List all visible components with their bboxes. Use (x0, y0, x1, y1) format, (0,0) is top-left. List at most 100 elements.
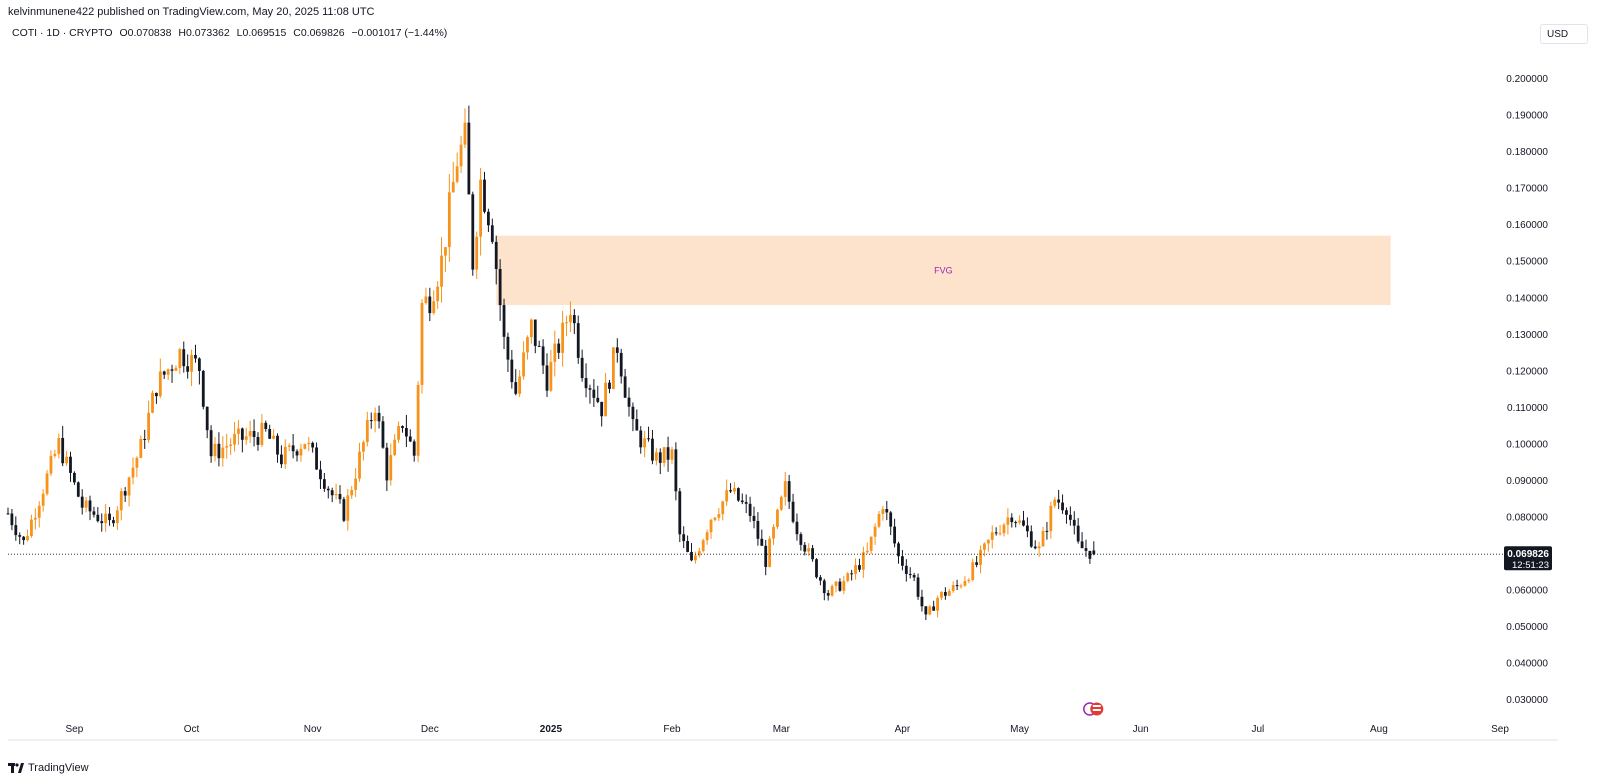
candle-down (381, 421, 385, 448)
candle-up (869, 536, 873, 551)
candle-down (803, 544, 807, 552)
candle-up (213, 443, 217, 457)
candle-up (772, 526, 775, 539)
candle-down (912, 575, 916, 578)
candle-down (651, 438, 654, 461)
fvg-label: FVG (934, 265, 953, 275)
symbol-name[interactable]: COTI · 1D · CRYPTO (12, 27, 113, 39)
candle-up (1049, 505, 1053, 532)
candle-down (838, 581, 842, 591)
candle-down (401, 426, 404, 428)
candle-up (233, 433, 236, 445)
candle-up (287, 445, 291, 447)
open-value: O0.070838 (119, 27, 172, 39)
candle-down (217, 443, 221, 459)
candle-down (592, 389, 596, 398)
candle-down (822, 580, 826, 594)
candle-up (244, 436, 248, 440)
candle-down (678, 491, 682, 535)
candle-up (174, 367, 178, 371)
candle-down (112, 520, 115, 524)
candle-down (205, 406, 209, 431)
candle-up (721, 501, 725, 515)
candle-down (943, 591, 947, 596)
candle-up (694, 555, 697, 561)
candle-down (904, 565, 908, 574)
candle-down (729, 490, 732, 492)
y-tick-label: 0.200000 (1506, 74, 1548, 85)
candle-up (45, 473, 49, 494)
candle-down (342, 499, 346, 521)
candle-up (53, 453, 57, 456)
candle-up (783, 481, 787, 497)
candle-up (1053, 499, 1057, 506)
candle-up (861, 552, 865, 570)
brand-name: TradingView (28, 762, 89, 774)
last-price-marker[interactable] (1504, 546, 1552, 571)
candle-down (506, 336, 510, 360)
candle-up (248, 431, 252, 437)
candle-down (994, 532, 998, 534)
x-tick-label: Oct (184, 724, 200, 735)
candle-up (178, 349, 182, 368)
candle-down (1033, 546, 1037, 549)
candle-down (471, 194, 475, 270)
x-tick-label: Nov (304, 724, 322, 735)
x-tick-label: Mar (773, 724, 791, 735)
candle-down (295, 451, 299, 456)
candle-down (748, 503, 752, 516)
candle-up (865, 550, 869, 553)
candle-down (1010, 517, 1014, 523)
candle-down (322, 479, 326, 489)
candle-down (18, 535, 22, 537)
candle-up (971, 562, 975, 581)
y-tick-label: 0.150000 (1506, 257, 1548, 268)
fvg-zone[interactable] (496, 235, 1391, 306)
candle-up (959, 585, 963, 587)
candle-up (873, 526, 877, 537)
candle-down (557, 343, 561, 353)
candle-up (697, 551, 701, 556)
candle-up (451, 181, 455, 193)
candle-up (834, 581, 838, 586)
candle-up (104, 513, 108, 524)
candle-down (584, 378, 588, 389)
candle-down (744, 502, 748, 504)
candle-down (61, 437, 65, 464)
candle-down (276, 435, 279, 455)
candle-up (643, 438, 647, 448)
candle-down (608, 382, 611, 389)
candle-up (119, 491, 123, 511)
candle-down (1029, 531, 1033, 547)
candle-down (916, 577, 920, 597)
candle-down (319, 469, 322, 480)
candle-up (447, 192, 451, 248)
candle-down (1022, 520, 1025, 526)
candle-down (315, 447, 318, 470)
candle-down (658, 452, 662, 463)
candle-down (502, 305, 506, 337)
candle-up (397, 426, 400, 440)
candle-down (975, 562, 979, 565)
candle-down (1057, 499, 1061, 503)
candle-down (795, 521, 799, 535)
candle-down (326, 488, 330, 491)
candle-down (686, 541, 690, 552)
candle-down (674, 449, 678, 492)
candle-down (850, 573, 854, 575)
candle-up (611, 347, 615, 389)
y-tick-label: 0.140000 (1506, 293, 1548, 304)
candle-up (334, 494, 338, 496)
candle-up (725, 490, 729, 502)
tradingview-logo[interactable]: TradingView (8, 762, 89, 774)
candle-down (514, 382, 518, 394)
currency-button[interactable]: USD (1540, 24, 1588, 44)
candle-down (885, 509, 889, 513)
candle-up (440, 255, 443, 287)
candle-up (151, 392, 154, 413)
candle-up (139, 438, 143, 458)
candle-down (541, 346, 545, 366)
y-tick-label: 0.090000 (1506, 476, 1548, 487)
candle-down (572, 315, 576, 324)
